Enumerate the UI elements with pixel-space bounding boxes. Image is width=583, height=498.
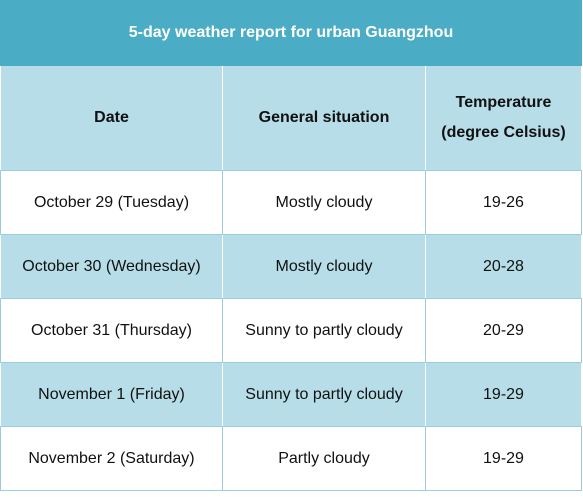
data-cell: Sunny to partly cloudy	[222, 362, 426, 427]
data-cell: October 31 (Thursday)	[0, 298, 223, 363]
data-cell: October 30 (Wednesday)	[0, 234, 223, 299]
data-row: November 2 (Saturday) Partly cloudy 19-29	[0, 426, 582, 491]
header-cell: General situation	[222, 65, 426, 171]
data-cell: Partly cloudy	[222, 426, 426, 491]
data-row: November 1 (Friday) Sunny to partly cloud…	[0, 362, 582, 427]
data-cell: November 1 (Friday)	[0, 362, 223, 427]
data-row: October 29 (Tuesday) Mostly cloudy 19-26	[0, 170, 582, 235]
data-cell: November 2 (Saturday)	[0, 426, 223, 491]
data-row: October 31 (Thursday) Sunny to partly clo…	[0, 298, 582, 363]
data-cell: 19-29	[425, 362, 582, 427]
header-cell: Date	[0, 65, 223, 171]
table-title: 5-day weather report for urban Guangzhou	[0, 0, 582, 66]
data-cell: Mostly cloudy	[222, 234, 426, 299]
header-cell: Temperature (degree Celsius)	[425, 65, 582, 171]
data-cell: 20-29	[425, 298, 582, 363]
data-cell: 19-26	[425, 170, 582, 235]
title-row: 5-day weather report for urban Guangzhou	[0, 0, 582, 66]
data-row: October 30 (Wednesday) Mostly cloudy 20-28	[0, 234, 582, 299]
data-cell: 20-28	[425, 234, 582, 299]
data-cell: Mostly cloudy	[222, 170, 426, 235]
data-cell: Sunny to partly cloudy	[222, 298, 426, 363]
data-cell: 19-29	[425, 426, 582, 491]
header-row: Date General situation Temperature (degr…	[0, 65, 582, 171]
data-cell: October 29 (Tuesday)	[0, 170, 223, 235]
